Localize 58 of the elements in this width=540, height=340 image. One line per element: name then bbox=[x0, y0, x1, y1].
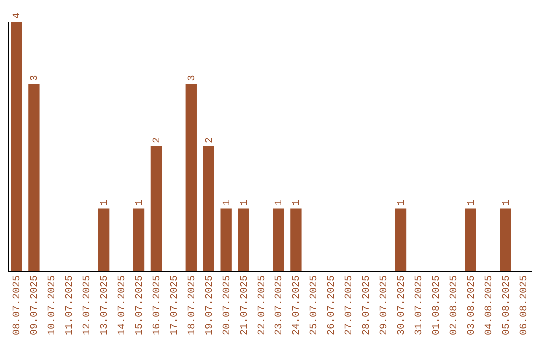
data-label: 3 bbox=[30, 75, 42, 82]
bar bbox=[395, 208, 407, 271]
x-tick-label: 02.08.2025 bbox=[449, 276, 460, 336]
bar bbox=[186, 84, 197, 271]
bar bbox=[203, 146, 214, 271]
x-tick-label: 18.07.2025 bbox=[187, 276, 198, 336]
x-tick-label: 22.07.2025 bbox=[257, 276, 268, 336]
x-tick-label: 17.07.2025 bbox=[170, 276, 181, 336]
x-tick-label: 16.07.2025 bbox=[152, 276, 164, 336]
x-tick-label: 10.07.2025 bbox=[48, 276, 59, 336]
data-label: 1 bbox=[240, 200, 251, 206]
x-tick-label: 03.08.2025 bbox=[466, 276, 478, 336]
x-tick-label: 27.07.2025 bbox=[344, 276, 356, 336]
x-tick-label: 23.07.2025 bbox=[274, 276, 286, 336]
x-tick-label: 31.07.2025 bbox=[414, 276, 426, 336]
bar bbox=[11, 22, 22, 271]
x-tick-label: 25.07.2025 bbox=[310, 276, 321, 336]
data-label: 4 bbox=[12, 12, 24, 19]
x-tick-label: 15.07.2025 bbox=[135, 276, 146, 336]
x-tick-label: 20.07.2025 bbox=[222, 276, 234, 336]
data-label: 1 bbox=[397, 200, 408, 206]
data-label: 1 bbox=[274, 200, 286, 206]
data-label: 1 bbox=[100, 200, 112, 206]
x-tick-label: 28.07.2025 bbox=[362, 276, 374, 336]
x-tick-label: 09.07.2025 bbox=[30, 276, 42, 336]
bar bbox=[133, 208, 145, 271]
x-tick-label: 05.08.2025 bbox=[502, 276, 513, 336]
bar bbox=[238, 208, 250, 271]
x-tick-label: 01.08.2025 bbox=[432, 276, 443, 336]
x-tick-label: 08.07.2025 bbox=[12, 276, 24, 336]
x-tick-label: 14.07.2025 bbox=[118, 276, 129, 336]
x-tick-label: 19.07.2025 bbox=[204, 276, 216, 336]
bar bbox=[465, 208, 476, 271]
data-label: 1 bbox=[502, 200, 513, 206]
data-label: 1 bbox=[466, 200, 478, 206]
x-tick-label: 21.07.2025 bbox=[240, 276, 251, 336]
bar bbox=[150, 146, 162, 271]
data-label: 1 bbox=[222, 200, 234, 206]
x-tick-label: 24.07.2025 bbox=[292, 276, 304, 336]
data-label: 1 bbox=[135, 200, 146, 206]
data-label: 3 bbox=[187, 75, 198, 82]
x-tick-label: 26.07.2025 bbox=[327, 276, 338, 336]
x-tick-label: 04.08.2025 bbox=[484, 276, 496, 336]
data-label: 1 bbox=[292, 200, 304, 206]
x-tick-label: 12.07.2025 bbox=[82, 276, 94, 336]
bar bbox=[290, 208, 302, 271]
x-tick-label: 06.08.2025 bbox=[519, 276, 530, 336]
bar bbox=[28, 84, 40, 271]
data-label: 2 bbox=[204, 137, 216, 144]
x-tick-label: 13.07.2025 bbox=[100, 276, 112, 336]
bar bbox=[220, 208, 232, 271]
x-tick-label: 29.07.2025 bbox=[380, 276, 391, 336]
data-label: 2 bbox=[152, 137, 164, 144]
bar bbox=[500, 208, 512, 271]
x-tick-label: 11.07.2025 bbox=[65, 276, 76, 336]
bar bbox=[273, 208, 284, 271]
x-tick-label: 30.07.2025 bbox=[397, 276, 408, 336]
bar bbox=[98, 208, 110, 271]
